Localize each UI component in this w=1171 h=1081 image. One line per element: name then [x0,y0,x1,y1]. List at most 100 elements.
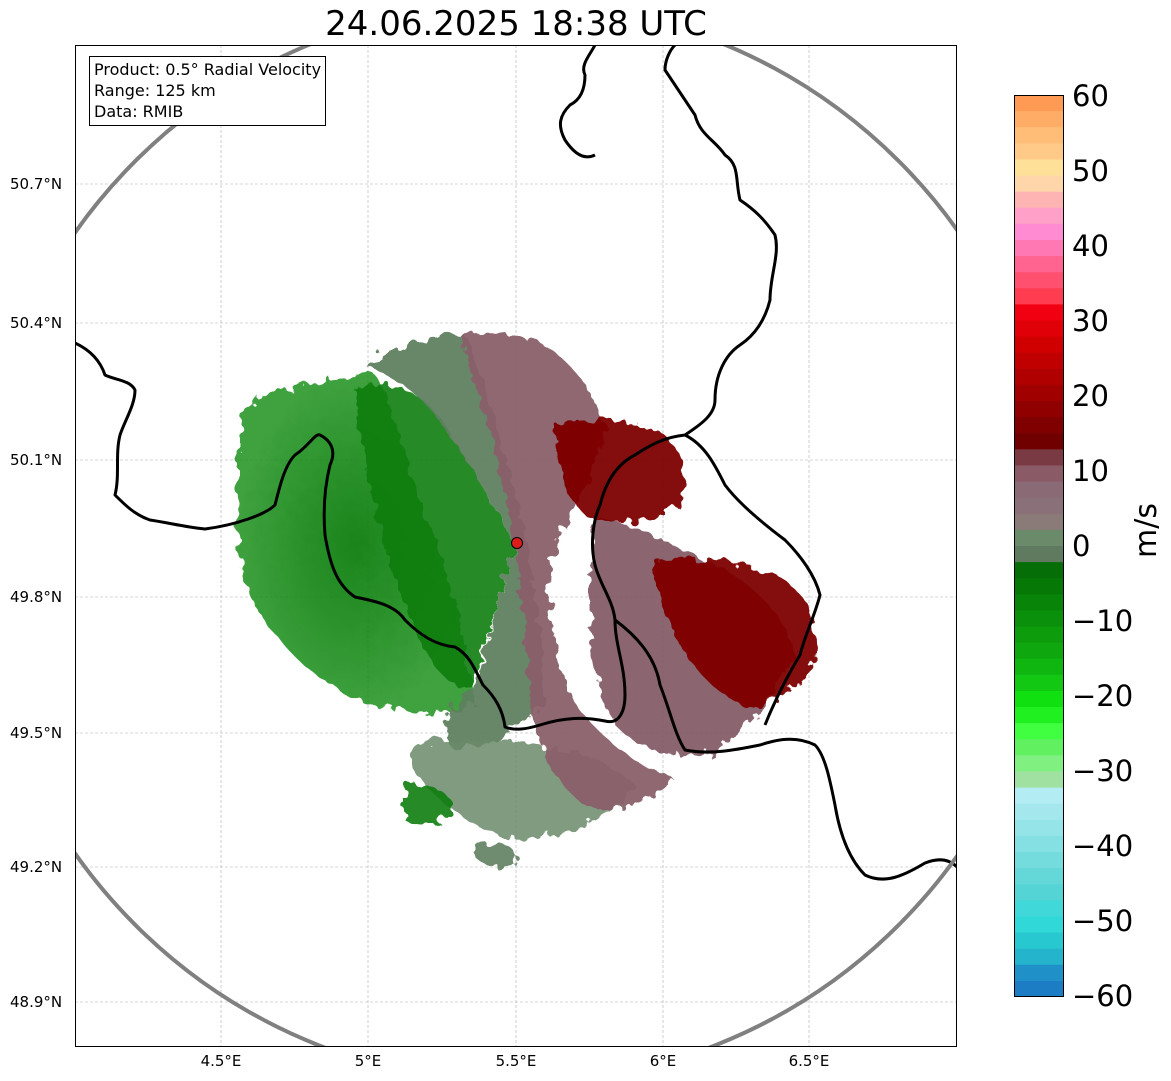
colorbar-tick-20: 20 [1072,379,1109,413]
colorbar-band [1014,819,1064,837]
colorbar-band [1014,401,1064,418]
product-info-box: Product: 0.5° Radial Velocity Range: 125… [89,56,327,126]
country-borders [75,45,957,881]
colorbar-tick-10: 10 [1072,454,1109,488]
source-label: Data: RMIB [94,102,184,121]
outbound-weak-region [460,333,675,809]
colorbar-band [1014,964,1064,982]
colorbar-band [1014,384,1064,402]
map-frame [75,45,957,1047]
colorbar-band [1014,256,1064,273]
colorbar-band [1014,513,1064,531]
colorbar-band [1014,465,1064,483]
lon-tick-5: 5°E [354,1052,382,1070]
colorbar-band [1014,368,1064,386]
lat-tick-50-1: 50.1°N [10,451,63,469]
colorbar-band [1014,143,1064,161]
colorbar-band [1014,690,1064,708]
colorbar-tick-0: 0 [1072,529,1091,563]
colorbar-band [1014,900,1064,918]
colorbar-band [1014,658,1064,676]
colorbar-band [1014,642,1064,660]
colorbar-band [1014,239,1064,257]
velocity-colorbar [1014,95,1064,997]
colorbar-band [1014,916,1064,934]
colorbar-band [1014,578,1064,595]
colorbar-tick-m20: −20 [1072,679,1134,713]
colorbar-tick-m60: −60 [1072,979,1134,1013]
colorbar-band [1014,835,1064,853]
lat-tick-50-7: 50.7°N [10,175,63,193]
colorbar-band [1014,272,1064,289]
product-label: Product: 0.5° Radial Velocity [94,60,322,79]
colorbar-band [1014,191,1064,209]
lat-tick-48-9: 48.9°N [10,993,63,1011]
colorbar-band [1014,948,1064,966]
colorbar-tick-m50: −50 [1072,904,1134,938]
colorbar-band [1014,610,1064,628]
colorbar-tick-40: 40 [1072,229,1109,263]
colorbar-band [1014,932,1064,950]
colorbar-tick-50: 50 [1072,154,1109,188]
colorbar-band [1014,497,1064,515]
colorbar-band [1014,980,1064,997]
colorbar-band [1014,594,1064,612]
colorbar-band [1014,803,1064,821]
map-title: 24.06.2025 18:38 UTC [325,4,707,44]
colorbar-band [1014,95,1064,112]
colorbar-tick-m10: −10 [1072,604,1134,638]
lon-tick-5-5: 5.5°E [495,1052,537,1070]
radar-site-marker[interactable] [511,537,523,549]
lat-tick-49-8: 49.8°N [10,588,63,606]
colorbar-band [1014,127,1064,144]
colorbar-band [1014,304,1064,322]
inbound-strong-region-2 [355,384,515,687]
colorbar-band [1014,223,1064,241]
colorbar-band [1014,529,1064,547]
echo-patch-southeast [475,843,520,867]
colorbar-tick-60: 60 [1072,79,1109,113]
colorbar-band [1014,352,1064,370]
colorbar-band [1014,111,1064,128]
radar-map-canvas [75,45,957,1047]
colorbar-band [1014,852,1064,869]
colorbar-band [1014,175,1064,193]
lon-tick-6: 6°E [649,1052,677,1070]
colorbar-tick-m40: −40 [1072,829,1134,863]
colorbar-tick-30: 30 [1072,304,1109,338]
colorbar-band [1014,417,1064,434]
colorbar-band [1014,868,1064,885]
lat-tick-49-2: 49.2°N [10,858,63,876]
colorbar-band [1014,739,1064,756]
colorbar-band [1014,562,1064,579]
colorbar-band [1014,787,1064,805]
outbound-strong-east [654,558,816,705]
outbound-strong-north [555,419,684,522]
colorbar-band [1014,320,1064,338]
colorbar-band [1014,481,1064,499]
lat-tick-50-4: 50.4°N [10,314,63,332]
colorbar-band [1014,626,1064,644]
colorbar-band [1014,884,1064,901]
colorbar-band [1014,288,1064,305]
colorbar-band [1014,771,1064,789]
colorbar-tick-m30: −30 [1072,754,1134,788]
colorbar-band [1014,723,1064,740]
colorbar-band [1014,449,1064,467]
lat-tick-49-5: 49.5°N [10,724,63,742]
colorbar-band [1014,707,1064,724]
radar-map[interactable] [75,45,957,1047]
range-label: Range: 125 km [94,81,216,100]
colorbar-band [1014,207,1064,225]
echo-patch-south [405,783,455,825]
colorbar-band [1014,546,1064,563]
colorbar-unit-label: m/s [1129,503,1164,558]
colorbar-band [1014,755,1064,773]
lon-tick-4-5: 4.5°E [200,1052,242,1070]
velocity-echo-field [236,333,816,867]
colorbar-band [1014,159,1064,177]
lon-tick-6-5: 6.5°E [788,1052,830,1070]
colorbar-band [1014,433,1064,450]
colorbar-band [1014,674,1064,692]
colorbar-band [1014,336,1064,354]
